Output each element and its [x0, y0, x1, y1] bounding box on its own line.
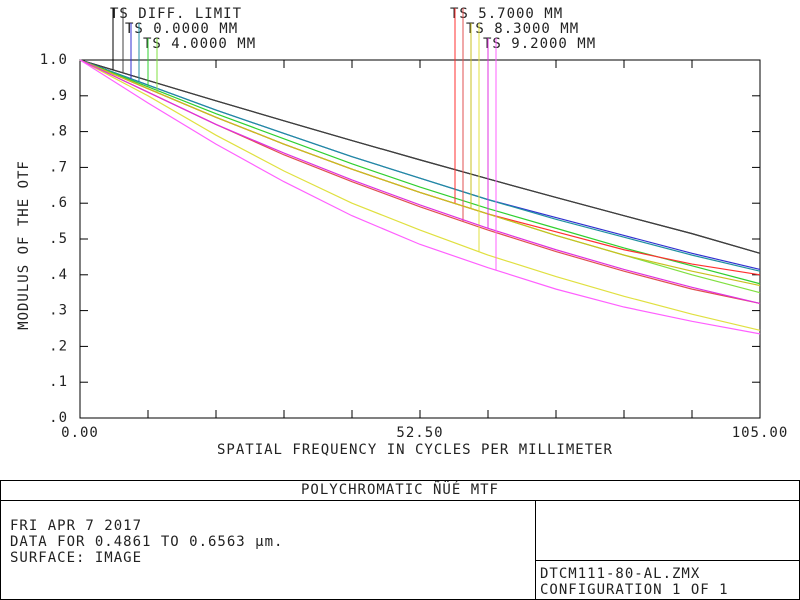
legend-label: TS 8.3000 MM [466, 21, 579, 37]
legend-label: TS 5.7000 MM [450, 6, 563, 22]
y-tick-label: .3 [49, 303, 68, 319]
legend-label: TS DIFF. LIMIT [110, 6, 242, 22]
footer-configuration: CONFIGURATION 1 OF 1 [540, 582, 729, 598]
y-axis-label: MODULUS OF THE OTF [16, 160, 32, 330]
mtf-curve [79, 59, 761, 271]
mtf-curve [79, 59, 761, 254]
mtf-curve [79, 59, 761, 272]
plot-frame [79, 59, 761, 419]
footer-surface: SURFACE: IMAGE [10, 550, 142, 566]
y-tick-label: .8 [49, 124, 68, 140]
x-tick-label: 105.00 [732, 425, 789, 441]
mtf-curve [79, 59, 761, 335]
footer-file: DTCM111-80-AL.ZMX [540, 566, 700, 582]
mtf-curve [79, 59, 761, 285]
y-tick-label: .4 [49, 267, 68, 283]
chart-title: POLYCHROMATIC ÑÜÉ MTF [301, 480, 499, 498]
legend-label: TS 9.2000 MM [483, 36, 596, 52]
mtf-curve [79, 59, 761, 276]
y-tick-label: .1 [49, 374, 68, 390]
legend-label: TS 4.0000 MM [143, 36, 256, 52]
footer-data-range: DATA FOR 0.4861 TO 0.6563 µm. [10, 534, 283, 550]
mtf-curve [79, 59, 761, 305]
mtf-curve [79, 59, 761, 305]
mtf-curve [79, 59, 761, 287]
y-tick-label: .7 [49, 159, 68, 175]
y-tick-label: .9 [49, 88, 68, 104]
y-tick-label: .2 [49, 338, 68, 354]
x-tick-label: 52.50 [396, 425, 443, 441]
y-tick-label: .0 [49, 410, 68, 426]
x-tick-label: 0.00 [61, 425, 99, 441]
x-axis-label: SPATIAL FREQUENCY IN CYCLES PER MILLIMET… [217, 442, 613, 458]
legend-label: TS 0.0000 MM [125, 21, 238, 37]
mtf-curve [79, 59, 761, 294]
y-tick-label: 1.0 [40, 52, 68, 68]
y-tick-label: .5 [49, 231, 68, 247]
y-tick-label: .6 [49, 195, 68, 211]
mtf-curve [79, 59, 761, 331]
footer-date: FRI APR 7 2017 [10, 518, 142, 534]
